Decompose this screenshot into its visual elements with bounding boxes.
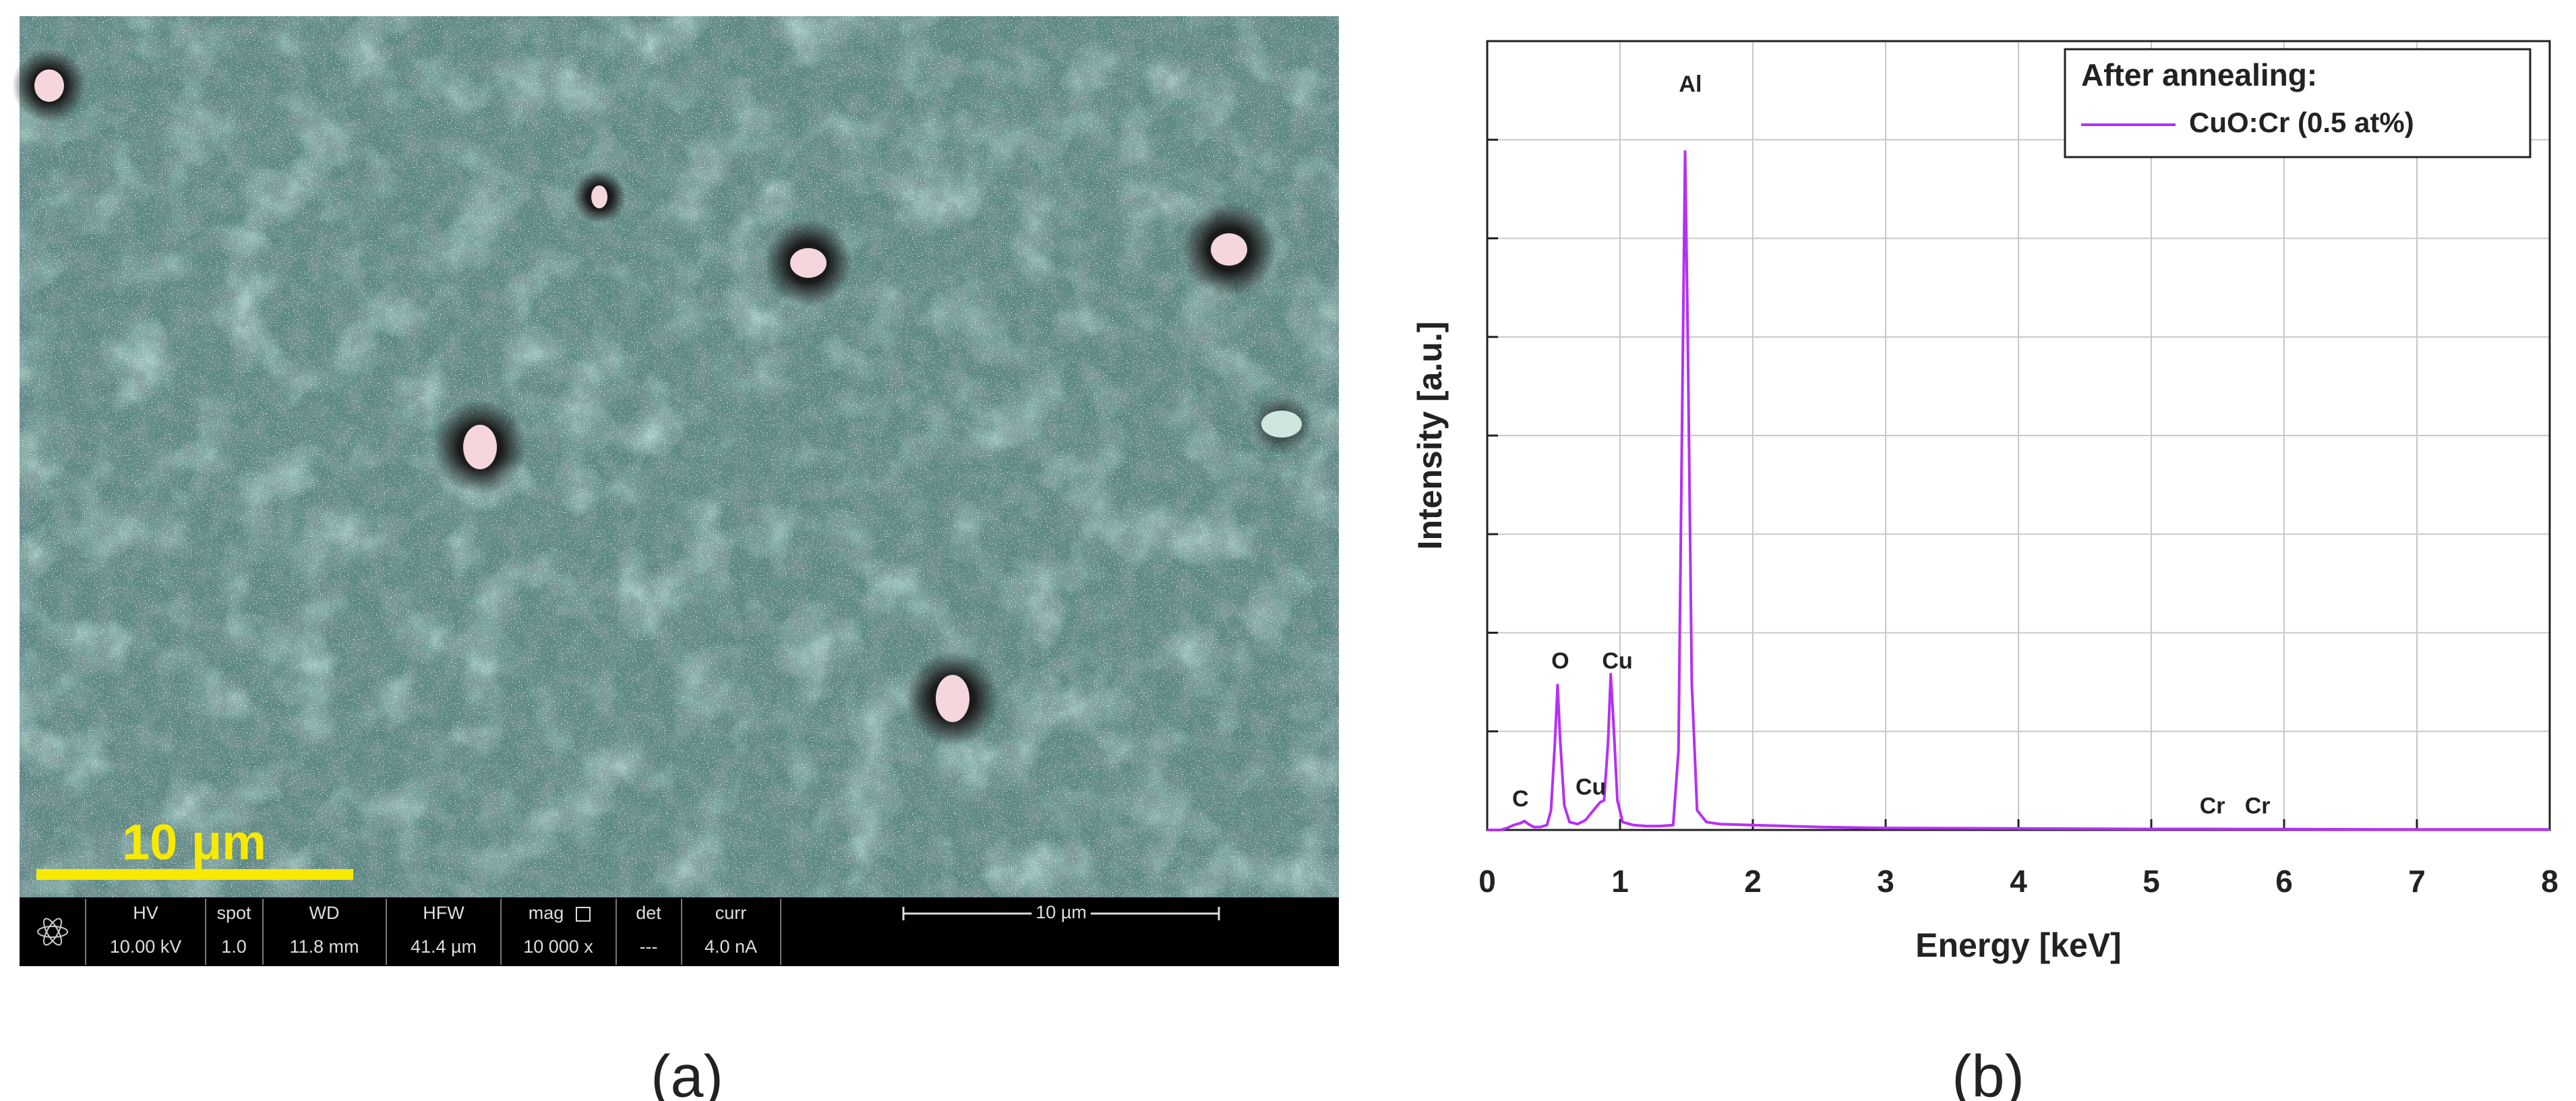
x-tick-label: 3 [1877,864,1894,899]
info-header: mag [529,903,564,923]
x-tick-label: 6 [2275,864,2293,899]
info-header: HV [133,903,158,923]
spectrum-line [1487,150,2550,831]
scale-bar-label: 10 μm [122,814,266,870]
peak-label: C [1512,786,1529,812]
info-value: 10 000 x [523,936,593,957]
info-value: 10.00 kV [110,936,182,957]
x-tick-label: 0 [1478,864,1496,899]
x-tick-label: 4 [2010,864,2027,899]
mag-icon [576,907,591,922]
legend-box [2064,48,2532,158]
peak-label: Cu [1576,775,1606,800]
legend-title: After annealing: [2081,57,2317,92]
info-header: WD [309,903,340,923]
eds-chart: 0 1 2 3 4 5 6 7 8 C O Cu Cu Al Cr Cr Energy [keV] Intensi… [1411,40,2558,964]
legend-label: CuO:Cr (0.5 at%) [2189,107,2414,138]
info-header: spot [216,903,251,923]
peak-label: O [1551,648,1569,674]
x-tick-label: 7 [2408,864,2426,899]
x-axis-title: Energy [keV] [1915,926,2122,964]
peak-label: Cr [2245,793,2271,819]
panel-label: (b) [1952,1042,2025,1101]
info-header: HFW [423,903,465,923]
x-tick-label: 1 [1611,864,1629,899]
x-tick-label: 5 [2143,864,2160,899]
info-value: 4.0 nA [705,936,757,957]
peak-label: Al [1679,71,1702,97]
sem-speckle [20,16,1339,897]
info-value: 41.4 µm [411,936,477,957]
panel-label: (a) [651,1042,723,1101]
particles [12,49,1312,746]
info-bar [20,897,1339,966]
info-header: det [636,903,661,923]
info-value: --- [640,936,658,957]
info-dividers [85,899,781,965]
info-value: 11.8 mm [289,936,359,957]
plot-frame [1486,40,2551,831]
info-scale-label: 10 µm [1036,902,1087,922]
x-tick-label: 8 [2541,864,2558,899]
detector-icon [37,918,68,946]
info-value: 1.0 [221,936,247,957]
sem-image: 10 μm 10 µm [12,16,1339,966]
x-tick-label: 2 [1744,864,1762,899]
peak-label: Cr [2200,793,2225,819]
y-axis-title: Intensity [a.u.] [1411,322,1449,550]
peak-label: Cu [1602,648,1632,674]
info-header: curr [715,903,747,923]
